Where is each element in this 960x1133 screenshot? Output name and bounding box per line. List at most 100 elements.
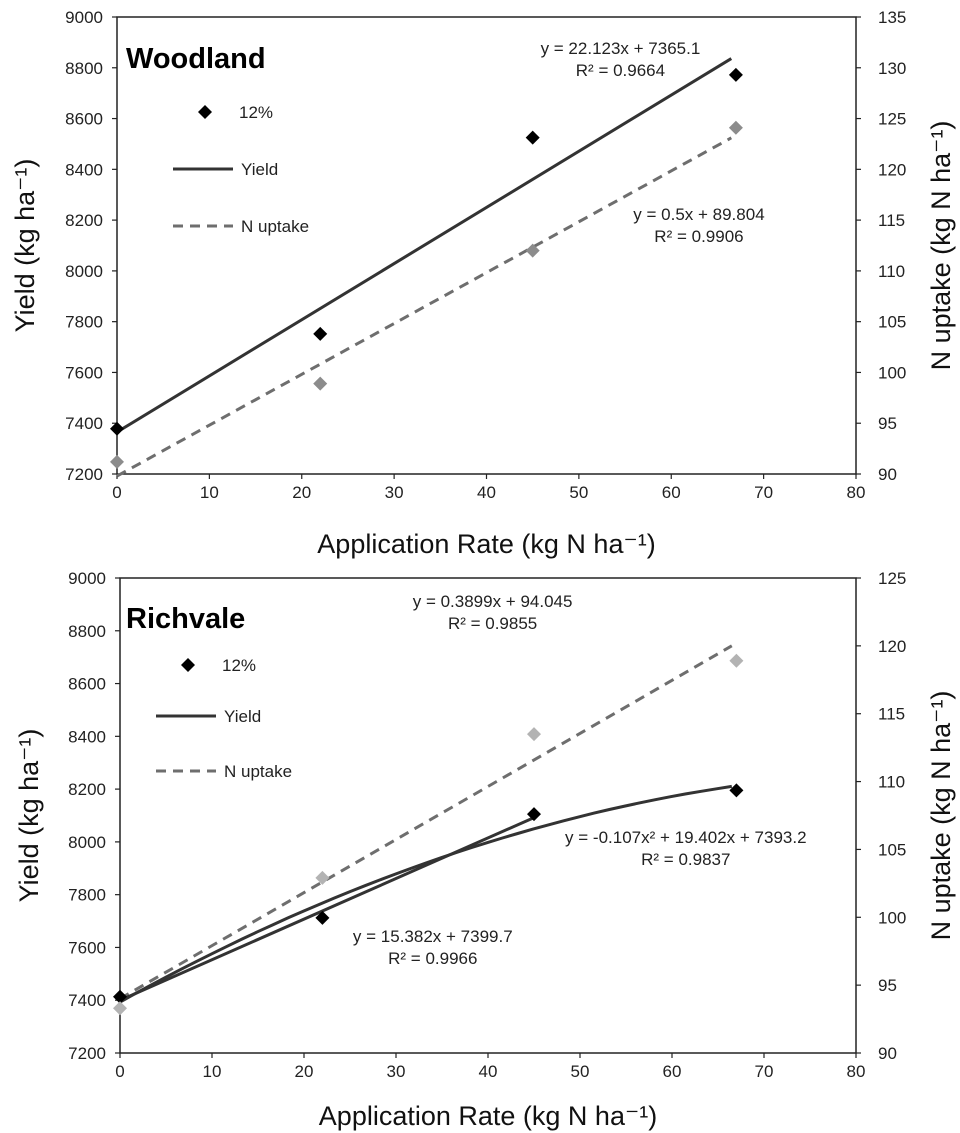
trendline-r-squared: R² = 0.9855: [448, 614, 537, 633]
legend-marker: [198, 105, 212, 119]
y2-tick-label: 110: [878, 773, 905, 792]
y2-tick-label: 95: [878, 976, 897, 995]
data-point-yield: [728, 67, 743, 82]
x-tick-label: 10: [200, 483, 219, 502]
y-tick-label: 8000: [65, 262, 103, 281]
y2-tick-label: 100: [878, 908, 906, 927]
y2-tick-label: 95: [878, 414, 897, 433]
data-point-yield: [313, 326, 328, 341]
y-tick-label: 8400: [68, 727, 106, 746]
y2-tick-label: 125: [878, 569, 906, 588]
legend: 12% Yield N uptake: [156, 656, 292, 781]
x-tick-label: 0: [112, 483, 121, 502]
x-tick-label: 30: [385, 483, 404, 502]
y2-tick-label: 125: [878, 110, 906, 129]
y2-tick-label: 90: [878, 1044, 897, 1063]
x-tick-label: 40: [477, 483, 496, 502]
y-tick-label: 7400: [65, 414, 103, 433]
data-point-n-uptake: [315, 870, 330, 885]
y-axis-title: Yield (kg ha⁻¹): [14, 729, 44, 903]
plot-frame: [119, 577, 857, 1054]
x-tick-label: 80: [847, 1062, 866, 1081]
trendline-equation: y = 0.5x + 89.804: [633, 205, 764, 224]
y-axis-title: Yield (kg ha⁻¹): [10, 159, 40, 333]
y-tick-label: 7200: [68, 1044, 106, 1063]
y-tick-label: 8200: [68, 780, 106, 799]
chart-panel-1: 0 10 20 30 40 50 60 70 80 7200 7400 7600 7800 8000 820…: [10, 8, 956, 559]
y-tick-label: 8800: [68, 622, 106, 641]
y-tick-label: 7400: [68, 991, 106, 1010]
x-tick-label: 10: [203, 1062, 222, 1081]
x-tick-label: 30: [387, 1062, 406, 1081]
trendline-poly: [119, 784, 733, 1004]
legend-label: Yield: [224, 707, 261, 726]
x-axis-title: Application Rate (kg N ha⁻¹): [317, 529, 655, 559]
y-tick-label: 8000: [68, 833, 106, 852]
legend-label: 12%: [239, 103, 273, 122]
trendline-equation: y = 15.382x + 7399.7: [353, 927, 513, 946]
y-tick-label: 7200: [65, 465, 103, 484]
data-point-n-uptake: [527, 727, 541, 742]
x-tick-label: 60: [663, 1062, 682, 1081]
y2-tick-label: 90: [878, 465, 897, 484]
y-tick-label: 7800: [65, 313, 103, 332]
panel-title: Woodland: [126, 43, 266, 75]
data-point-yield: [110, 421, 124, 436]
legend: 12% Yield N uptake: [173, 103, 309, 236]
data-point-yield: [527, 807, 541, 822]
y2-tick-label: 135: [878, 8, 906, 27]
trendline-r-squared: R² = 0.9837: [641, 850, 730, 869]
panel-title: Richvale: [126, 603, 245, 635]
data-point-n-uptake: [110, 454, 124, 469]
y-tick-label: 8600: [65, 110, 103, 129]
data-point-yield: [729, 783, 744, 798]
x-tick-label: 40: [479, 1062, 498, 1081]
legend-label: Yield: [241, 160, 278, 179]
y-tick-label: 8800: [65, 59, 103, 78]
y2-tick-label: 105: [878, 313, 906, 332]
y-tick-label: 8400: [65, 160, 103, 179]
y2-axis-title: N uptake (kg N ha⁻¹): [926, 691, 956, 941]
trendline-dashed: [116, 136, 733, 478]
data-point-n-uptake: [728, 120, 743, 135]
x-tick-label: 80: [847, 483, 866, 502]
x-tick-label: 60: [662, 483, 681, 502]
trendline-r-squared: R² = 0.9906: [654, 227, 743, 246]
legend-label: 12%: [222, 656, 256, 675]
x-axis-title: Application Rate (kg N ha⁻¹): [319, 1101, 657, 1131]
plot-frame: [116, 16, 857, 475]
data-point-n-uptake: [729, 653, 744, 668]
trendline-r-squared: R² = 0.9664: [576, 61, 665, 80]
x-tick-label: 70: [755, 1062, 774, 1081]
data-point-yield: [315, 910, 330, 925]
trendline-equation: y = 0.3899x + 94.045: [413, 592, 573, 611]
y-tick-label: 9000: [65, 8, 103, 27]
y2-tick-label: 115: [878, 705, 905, 724]
trendline-r-squared: R² = 0.9966: [388, 949, 477, 968]
data-point-n-uptake: [313, 376, 328, 391]
y2-tick-label: 110: [878, 262, 905, 281]
y2-tick-label: 120: [878, 160, 906, 179]
y-tick-label: 8200: [65, 211, 103, 230]
legend-marker: [181, 658, 195, 672]
chart-panel-2: 0 10 20 30 40 50 60 70 80 7200 7400 7600 7800 8000 820…: [14, 569, 956, 1131]
trendline-solid: [119, 816, 535, 1002]
data-point-n-uptake: [525, 243, 540, 258]
trendline-equation: y = -0.107x² + 19.402x + 7393.2: [565, 828, 806, 847]
y2-tick-label: 115: [878, 211, 905, 230]
y2-tick-label: 100: [878, 363, 906, 382]
data-point-yield: [113, 989, 127, 1004]
y-tick-label: 9000: [68, 569, 106, 588]
x-tick-label: 50: [569, 483, 588, 502]
legend-label: N uptake: [224, 762, 292, 781]
y2-tick-label: 120: [878, 637, 906, 656]
x-tick-label: 50: [571, 1062, 590, 1081]
data-point-n-uptake: [113, 1001, 127, 1016]
x-tick-label: 70: [754, 483, 773, 502]
y-tick-label: 7800: [68, 886, 106, 905]
x-tick-label: 20: [295, 1062, 314, 1081]
y2-tick-label: 105: [878, 840, 906, 859]
trendline-solid: [116, 57, 733, 434]
trendline-equation: y = 22.123x + 7365.1: [541, 39, 701, 58]
